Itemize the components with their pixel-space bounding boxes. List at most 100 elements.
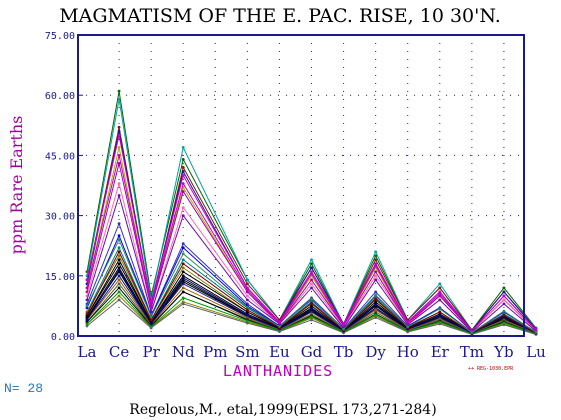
data-point	[374, 290, 378, 294]
file-note: ++ REG-1030.EPR	[468, 366, 514, 372]
data-point	[181, 206, 185, 209]
data-point	[310, 262, 313, 266]
source-credit: Regelous,M., etal,1999(EPSL 173,271-284)	[129, 402, 436, 418]
data-point	[181, 290, 185, 294]
data-point	[181, 296, 185, 300]
data-point	[85, 298, 89, 302]
data-point	[374, 310, 378, 314]
data-point	[310, 297, 313, 301]
data-point	[85, 304, 89, 308]
data-point	[245, 294, 249, 298]
series-line	[86, 291, 537, 335]
x-tick-label: Pr	[143, 343, 161, 361]
x-tick-label: Dy	[365, 343, 386, 361]
data-point	[245, 321, 249, 325]
data-point	[117, 290, 121, 294]
data-point	[438, 322, 442, 326]
x-tick-label: Lu	[526, 343, 546, 361]
data-point	[181, 145, 185, 149]
data-point	[117, 246, 121, 250]
data-point	[438, 290, 442, 294]
data-point	[502, 323, 506, 327]
data-point	[310, 286, 313, 290]
x-tick-label: Eu	[269, 343, 290, 361]
data-point	[117, 266, 121, 270]
data-point	[181, 276, 185, 280]
data-point	[374, 262, 378, 266]
data-point	[117, 282, 121, 286]
data-point	[117, 89, 121, 93]
data-point	[181, 190, 185, 193]
data-point	[438, 313, 442, 317]
data-point	[117, 274, 121, 278]
data-point	[438, 286, 442, 290]
data-point	[502, 321, 506, 325]
series-line	[86, 238, 537, 334]
data-point	[181, 242, 185, 246]
data-point	[181, 300, 185, 304]
data-point	[85, 286, 89, 290]
data-point	[534, 328, 538, 332]
data-point	[149, 315, 153, 319]
data-point	[310, 318, 313, 322]
data-point	[374, 270, 378, 274]
data-point	[117, 182, 121, 185]
data-point	[85, 306, 89, 310]
data-point	[470, 331, 474, 334]
data-point	[438, 292, 442, 296]
series	[85, 298, 538, 336]
data-point	[374, 258, 378, 262]
series-line	[86, 299, 537, 335]
data-point	[117, 145, 121, 149]
data-point	[310, 307, 313, 311]
data-point	[181, 170, 185, 173]
data-point	[117, 262, 121, 266]
y-tick-label: 15.00	[45, 272, 75, 283]
data-point	[85, 312, 89, 316]
series-line	[86, 193, 537, 333]
data-point	[181, 252, 185, 256]
data-point	[245, 298, 249, 302]
data-point	[342, 327, 345, 331]
data-point	[502, 298, 506, 302]
data-point	[310, 315, 313, 319]
x-tick-label: Nd	[172, 343, 195, 361]
data-point	[181, 174, 185, 177]
data-point	[502, 294, 506, 298]
data-point	[85, 318, 89, 322]
data-point	[181, 262, 185, 266]
data-point	[374, 313, 378, 317]
data-point	[310, 272, 313, 276]
data-point	[181, 166, 185, 169]
data-point	[117, 238, 121, 242]
data-point	[406, 325, 410, 329]
data-point	[406, 321, 410, 325]
data-point	[245, 288, 249, 292]
data-point	[181, 286, 185, 290]
y-tick-label: 60.00	[45, 91, 75, 102]
series-line	[86, 268, 537, 334]
data-point	[117, 268, 121, 272]
data-point	[117, 250, 121, 254]
data-point	[117, 194, 121, 197]
x-axis-label: LANTHANIDES	[223, 362, 333, 380]
data-point	[278, 324, 281, 328]
data-point	[374, 303, 378, 307]
data-point	[181, 246, 185, 250]
x-tick-label: Yb	[493, 343, 514, 361]
x-ticks: La Ce Pr Nd Pm Sm Eu Gd Tb Dy Ho Er Tm Yb Lu	[78, 343, 547, 361]
data-point	[374, 264, 378, 268]
data-point	[278, 321, 281, 325]
data-point	[245, 282, 249, 286]
data-point	[502, 302, 506, 306]
data-point	[245, 310, 249, 314]
data-point	[181, 302, 185, 306]
data-point	[438, 320, 442, 324]
data-point	[117, 278, 121, 282]
x-tick-label: Ce	[109, 343, 129, 361]
series	[85, 238, 538, 334]
data-point	[374, 316, 378, 319]
data-point	[502, 290, 506, 294]
x-tick-label: Ho	[397, 343, 419, 361]
data-point	[245, 308, 249, 312]
